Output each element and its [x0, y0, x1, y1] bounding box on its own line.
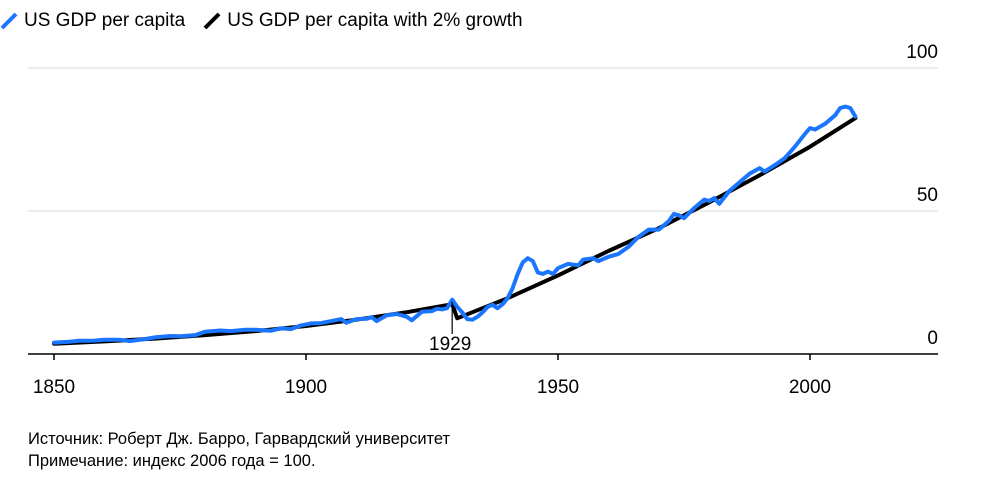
annotation-label-1929: 1929 [429, 334, 471, 355]
line-swatch-icon [203, 12, 221, 30]
y-tick-label-50: 50 [917, 185, 938, 206]
series-line-gdp [52, 104, 858, 345]
x-tick-label-1850: 1850 [33, 377, 75, 398]
line-swatch-icon [0, 12, 18, 30]
x-tick-label-1900: 1900 [285, 377, 327, 398]
legend-label-trend: US GDP per capita with 2% growth [227, 10, 523, 31]
legend-label-gdp: US GDP per capita [24, 10, 186, 31]
chart-legend: US GDP per capita US GDP per capita with… [0, 6, 523, 36]
y-tick-label-0: 0 [927, 328, 938, 349]
chart-footer: Источник: Роберт Дж. Барро, Гарвардский … [28, 428, 450, 472]
line-chart: 0 50 100 1850 1900 1950 2000 1929 [28, 42, 938, 398]
y-tick-label-100: 100 [906, 42, 938, 63]
source-note: Источник: Роберт Дж. Барро, Гарвардский … [28, 430, 451, 448]
legend-item-trend: US GDP per capita with 2% growth [203, 10, 523, 32]
legend-item-gdp: US GDP per capita [0, 10, 185, 32]
index-note: Примечание: индекс 2006 года = 100. [28, 452, 316, 470]
series-line-trend [52, 116, 858, 346]
x-tick-label-1950: 1950 [537, 377, 579, 398]
x-tick-label-2000: 2000 [789, 377, 831, 398]
